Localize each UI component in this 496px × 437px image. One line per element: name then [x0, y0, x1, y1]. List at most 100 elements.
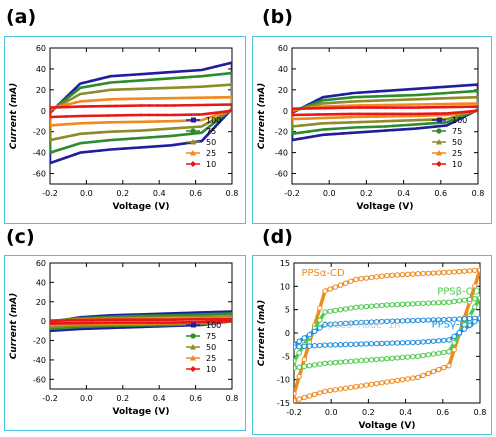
data-point [442, 105, 446, 109]
data-point [435, 366, 442, 373]
data-point [417, 127, 421, 130]
data-point [139, 321, 143, 324]
data-point [425, 300, 432, 306]
data-point [394, 318, 401, 324]
data-point [434, 97, 437, 100]
data-point [123, 315, 126, 318]
data-point [459, 90, 463, 94]
data-point [222, 113, 225, 116]
data-point [156, 113, 159, 117]
data-point [394, 340, 401, 346]
legend-marker [437, 117, 442, 123]
data-point [435, 350, 442, 356]
data-point [189, 311, 192, 314]
data-point [324, 122, 328, 125]
legend-label: 50 [452, 138, 462, 147]
data-point [459, 110, 463, 114]
data-point [316, 122, 319, 126]
data-point [214, 114, 217, 117]
data-point [123, 147, 126, 150]
data-point [446, 299, 452, 305]
data-point [98, 327, 101, 330]
data-point [349, 96, 353, 99]
panel-label-d: (d) [262, 226, 293, 248]
data-point [327, 387, 333, 394]
data-point [317, 325, 323, 331]
legend-label: 75 [206, 332, 216, 341]
data-point [426, 118, 429, 122]
data-point [164, 104, 168, 107]
data-point [349, 115, 353, 119]
data-point [366, 125, 370, 129]
data-point [409, 106, 412, 109]
data-point [451, 118, 454, 122]
data-point [358, 104, 361, 107]
y-tick-label: -10 [277, 376, 290, 385]
legend-marker [190, 344, 196, 350]
legend-marker [191, 322, 196, 328]
data-point [392, 98, 395, 102]
data-point [472, 304, 478, 310]
data-point [230, 318, 232, 321]
data-point [430, 270, 437, 276]
legend-marker [436, 139, 442, 145]
data-point [430, 368, 437, 375]
data-point [420, 270, 426, 277]
data-point [230, 109, 232, 112]
data-point [57, 123, 60, 127]
data-point [451, 102, 454, 106]
data-point [348, 384, 354, 391]
data-point [205, 117, 209, 120]
data-point [316, 113, 319, 116]
y-tick-label: 20 [36, 298, 46, 307]
data-point [327, 342, 333, 348]
data-point [50, 138, 52, 142]
data-point [337, 341, 344, 348]
data-point [426, 86, 429, 90]
data-point [426, 106, 429, 109]
data-point [197, 96, 201, 99]
data-point [317, 361, 323, 367]
data-point [472, 283, 478, 289]
data-point [131, 313, 134, 316]
data-point [156, 321, 159, 324]
data-point [400, 103, 404, 106]
data-point [349, 104, 353, 107]
x-tick-label: -0.2 [42, 394, 58, 403]
data-point [379, 340, 385, 347]
data-point [114, 120, 118, 124]
data-point [181, 76, 184, 79]
data-point [156, 318, 159, 321]
data-point [164, 97, 168, 100]
data-point [294, 390, 297, 397]
legend-label: 100 [206, 116, 221, 125]
data-point [292, 138, 294, 142]
data-point [230, 312, 232, 315]
y-tick-label: 0 [283, 107, 288, 116]
data-point [317, 305, 323, 311]
data-point [114, 97, 118, 101]
y-tick-label: -60 [275, 170, 288, 179]
data-point [301, 356, 308, 363]
panel-frame-b [252, 36, 492, 224]
data-point [459, 115, 463, 118]
data-point [307, 123, 311, 126]
data-point [472, 267, 478, 274]
data-point [172, 312, 176, 315]
y-tick-label: -60 [33, 375, 46, 384]
legend-label: 25 [452, 149, 462, 158]
data-point [430, 351, 437, 357]
data-point [123, 114, 126, 117]
data-point [459, 117, 463, 120]
data-point [197, 75, 201, 78]
legend-label: 25 [206, 354, 216, 363]
data-point [434, 86, 437, 89]
data-point [57, 148, 60, 152]
data-point [417, 97, 421, 101]
data-point [98, 77, 101, 81]
data-point [106, 81, 110, 85]
data-point [156, 135, 159, 139]
data-point [316, 117, 319, 120]
x-tick-label: 0.2 [116, 189, 129, 198]
data-point [420, 372, 426, 379]
